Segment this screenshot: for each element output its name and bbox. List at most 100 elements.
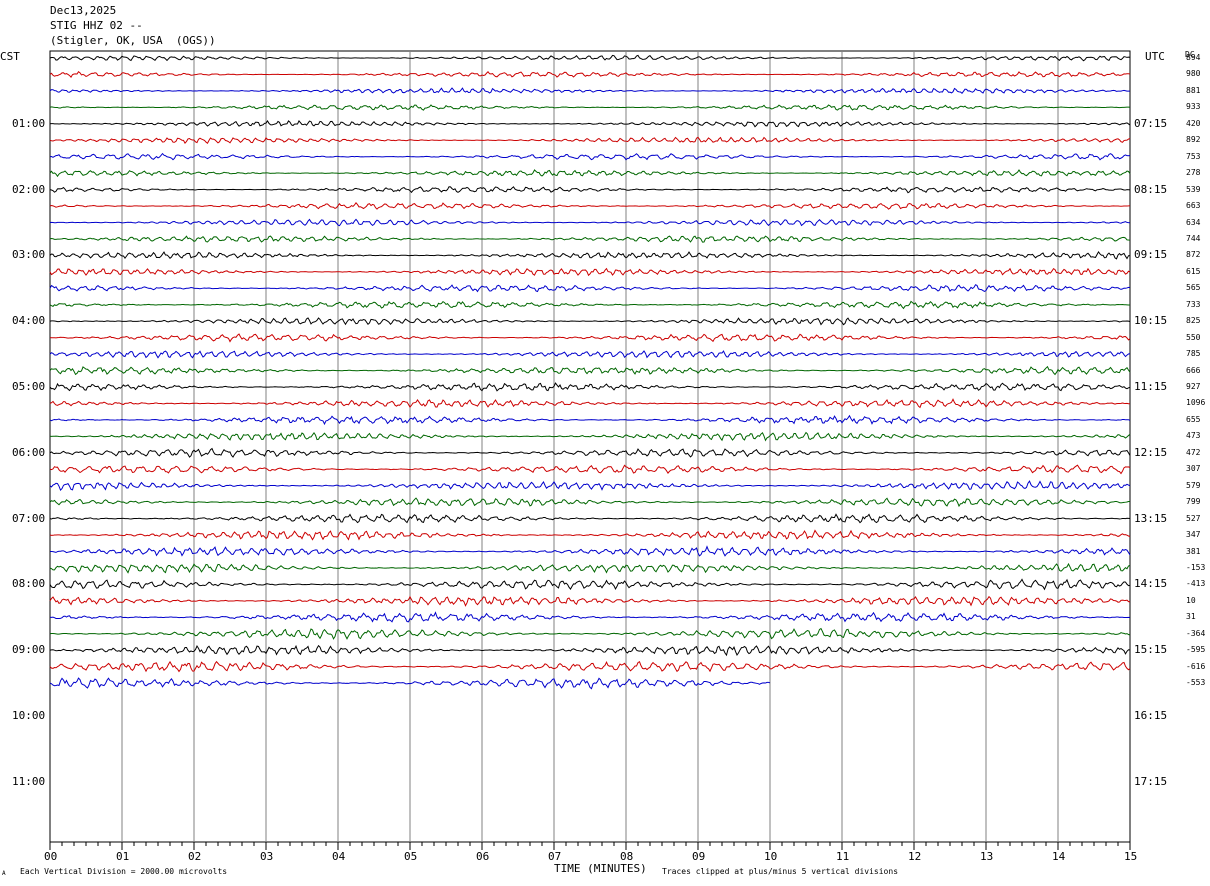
seismic-trace <box>49 431 1131 442</box>
dc-offset-label: 825 <box>1186 316 1201 326</box>
location-label: (Stigler, OK, USA (OGS)) <box>50 34 216 47</box>
seismic-trace <box>49 201 1131 210</box>
hour-label-cst: 03:00 <box>12 248 46 262</box>
dc-offset-label: -153 <box>1186 562 1206 572</box>
left-timezone-label: CST <box>0 50 20 63</box>
seismic-trace <box>49 447 1131 458</box>
dc-offset-label: 666 <box>1186 365 1201 375</box>
x-tick-label: 12 <box>908 850 922 863</box>
seismic-trace <box>49 398 1131 409</box>
x-tick-label: 09 <box>692 850 706 863</box>
seismic-trace <box>49 480 1131 491</box>
seismic-trace <box>49 578 1131 591</box>
hour-label-utc: 12:15 <box>1134 445 1168 459</box>
dc-offset-label: 733 <box>1186 299 1201 309</box>
x-tick-label: 14 <box>1052 850 1066 863</box>
hour-label-cst: 05:00 <box>12 380 46 393</box>
dc-offset-label: 980 <box>1186 69 1201 79</box>
dc-offset-label: 655 <box>1186 414 1201 424</box>
x-tick-label: 04 <box>332 850 346 863</box>
x-tick-label: 06 <box>476 850 490 863</box>
seismic-trace <box>49 595 1131 607</box>
date-label: Dec13,2025 <box>50 4 117 17</box>
seismic-trace <box>49 152 1131 161</box>
station-label: STIG HHZ 02 -- <box>50 19 143 32</box>
seismic-trace <box>49 300 1131 310</box>
seismic-trace <box>49 464 1131 475</box>
dc-offset-label: 527 <box>1186 513 1201 523</box>
x-tick-label: 11 <box>836 850 850 863</box>
dc-offset-label: 744 <box>1186 233 1201 243</box>
x-tick-label: 02 <box>188 850 202 863</box>
dc-offset-label: 307 <box>1186 464 1201 474</box>
seismic-trace <box>49 677 771 690</box>
hour-label-utc: 07:15 <box>1134 116 1168 130</box>
dc-offset-label: 381 <box>1186 546 1201 556</box>
seismic-trace <box>49 545 1131 557</box>
dc-offset-label: 799 <box>1186 497 1201 507</box>
hour-label-utc: 10:15 <box>1134 314 1168 328</box>
hour-label-cst: 07:00 <box>12 511 46 525</box>
hour-label-utc: 14:15 <box>1134 577 1168 591</box>
dc-offset-label: -616 <box>1186 661 1206 671</box>
dc-offset-label: 872 <box>1186 250 1201 260</box>
dc-offset-label: 785 <box>1186 349 1201 359</box>
hour-label-cst: 09:00 <box>12 643 46 657</box>
dc-offset-label: 579 <box>1186 480 1201 490</box>
seismic-trace <box>49 644 1131 657</box>
seismic-trace <box>49 627 1131 640</box>
hour-label-cst: 04:00 <box>12 314 46 328</box>
seismic-trace <box>49 104 1131 111</box>
hour-label-cst: 10:00 <box>12 709 46 722</box>
hour-label-utc: 13:15 <box>1134 511 1168 525</box>
seismic-trace <box>49 562 1131 574</box>
seismic-trace <box>49 365 1131 376</box>
seismic-trace <box>49 70 1131 78</box>
x-tick-label: 01 <box>116 850 130 863</box>
hour-label-cst: 11:00 <box>12 774 46 788</box>
seismic-trace <box>49 235 1131 243</box>
dc-offset-label: 663 <box>1186 201 1201 211</box>
seismic-trace <box>49 513 1131 524</box>
seismic-trace <box>49 414 1131 426</box>
seismic-trace <box>49 350 1131 359</box>
x-tick-label: 03 <box>260 850 274 863</box>
hour-label-utc: 08:15 <box>1134 182 1168 196</box>
seismic-trace <box>49 317 1131 326</box>
seismic-trace <box>49 660 1131 673</box>
dc-offset-label: 550 <box>1186 332 1201 342</box>
x-axis-title: TIME (MINUTES) <box>554 862 647 875</box>
clip-note: Traces clipped at plus/minus 5 vertical … <box>662 867 899 876</box>
x-tick-label: 00 <box>44 850 58 863</box>
seismic-trace <box>49 119 1131 128</box>
dc-offset-label: 1096 <box>1186 398 1206 408</box>
dc-offset-label: -595 <box>1186 645 1206 655</box>
seismic-trace <box>49 136 1131 145</box>
hour-label-utc: 16:15 <box>1134 709 1168 722</box>
x-tick-label: 10 <box>764 850 778 863</box>
seismic-trace <box>49 186 1131 194</box>
hour-label-utc: 11:15 <box>1134 380 1168 393</box>
dc-offset-label: 615 <box>1186 266 1201 276</box>
hour-label-utc: 17:15 <box>1134 774 1168 788</box>
seismic-trace <box>49 529 1131 541</box>
hour-label-cst: 01:00 <box>12 116 46 130</box>
dc-offset-label: 473 <box>1186 431 1201 441</box>
x-tick-label: 07 <box>548 850 562 863</box>
seismic-trace <box>49 382 1131 392</box>
x-tick-label: 13 <box>980 850 994 863</box>
dc-offset-label: 753 <box>1186 151 1201 161</box>
seismic-trace <box>49 218 1131 227</box>
dc-label: DC <box>1185 50 1195 59</box>
dc-offset-label: 347 <box>1186 530 1201 540</box>
seismic-trace <box>49 54 1131 62</box>
hour-label-utc: 15:15 <box>1134 643 1168 657</box>
hour-label-utc: 09:15 <box>1134 248 1168 262</box>
dc-offset-label: -364 <box>1186 628 1206 638</box>
dc-offset-label: 933 <box>1186 102 1201 112</box>
seismic-trace <box>49 250 1131 260</box>
dc-offset-label: 881 <box>1186 85 1201 95</box>
dc-offset-label: 10 <box>1186 595 1196 605</box>
dc-offset-label: 565 <box>1186 283 1201 293</box>
plot-frame <box>49 50 1131 843</box>
